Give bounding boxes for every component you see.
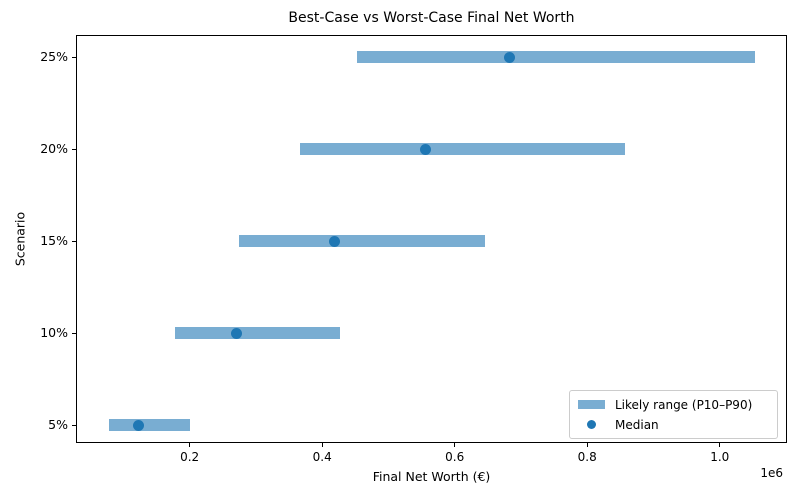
range-bar-5% — [108, 419, 191, 431]
x-tick-0.8 — [586, 443, 588, 447]
y-tick-label-20%: 20% — [40, 141, 68, 156]
y-tick-label-5%: 5% — [48, 417, 68, 432]
x-tick-0.4 — [321, 443, 323, 447]
legend-median-dot-icon — [578, 420, 605, 429]
x-axis-offset-text: 1e6 — [760, 466, 783, 480]
x-tick-label-0.4: 0.4 — [312, 450, 332, 464]
range-bar-20% — [299, 143, 625, 155]
chart-title: Best-Case vs Worst-Case Final Net Worth — [288, 10, 575, 26]
x-tick-label-1.0: 1.0 — [710, 450, 730, 464]
range-bar-15% — [238, 235, 486, 247]
x-tick-0.6 — [454, 443, 456, 447]
plot-area: 5% 10% 15% 20% 25% 0.2 0.4 0.6 0.8 1.0 — [40, 35, 788, 464]
range-bar-10% — [175, 327, 341, 339]
median-dot-10% — [230, 327, 242, 339]
median-dot-5% — [133, 419, 145, 431]
y-tick-label-15%: 15% — [40, 233, 68, 248]
y-tick-label-10%: 10% — [40, 325, 68, 340]
x-tick-0.2 — [189, 443, 191, 447]
plot-canvas: 5% 10% 15% 20% 25% 0.2 0.4 0.6 0.8 1.0 — [40, 36, 788, 464]
y-tick-5% — [72, 424, 77, 426]
y-tick-25% — [72, 56, 77, 58]
x-tick-label-0.8: 0.8 — [577, 450, 597, 464]
y-tick-label-25%: 25% — [40, 49, 68, 64]
x-tick-label-0.6: 0.6 — [445, 450, 465, 464]
legend-range-swatch-icon — [578, 400, 605, 409]
median-dot-15% — [329, 235, 341, 247]
y-axis-label: Scenario — [12, 211, 28, 267]
legend-median-label: Median — [615, 417, 659, 432]
x-tick-1.0 — [719, 443, 721, 447]
legend-entry-median: Median — [578, 416, 769, 433]
legend-entry-range: Likely range (P10–P90) — [578, 396, 769, 413]
y-tick-20% — [72, 148, 77, 150]
y-tick-15% — [72, 240, 77, 242]
y-tick-10% — [72, 332, 77, 334]
range-bar-25% — [356, 51, 755, 63]
median-dot-25% — [503, 51, 515, 63]
x-axis-label: Final Net Worth (€) — [372, 469, 491, 484]
x-tick-label-0.2: 0.2 — [180, 450, 200, 464]
median-dot-20% — [420, 143, 432, 155]
legend-range-label: Likely range (P10–P90) — [615, 397, 753, 412]
legend: Likely range (P10–P90) Median — [569, 390, 778, 439]
